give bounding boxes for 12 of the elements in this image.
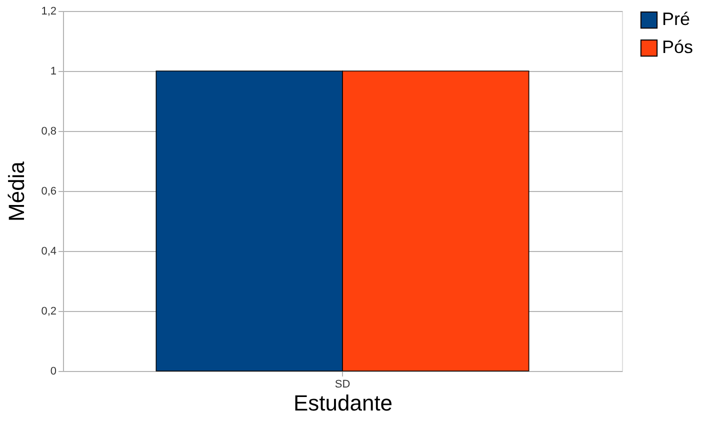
y-tick-label: 1,2: [41, 6, 56, 18]
y-axis-title: Média: [4, 160, 30, 222]
y-tick-label: 0,6: [41, 186, 56, 198]
y-tick-label: 0: [50, 366, 56, 378]
legend-label: Pré: [662, 9, 690, 29]
x-tick-label: SD: [334, 378, 350, 390]
y-tick-label: 1: [50, 66, 56, 78]
y-tick-label: 0,4: [41, 246, 56, 258]
x-axis-title: Estudante: [293, 390, 393, 416]
legend-label: Pós: [662, 37, 694, 57]
y-tick-label: 0,2: [41, 306, 56, 318]
y-tick-label: 0,8: [41, 126, 56, 138]
